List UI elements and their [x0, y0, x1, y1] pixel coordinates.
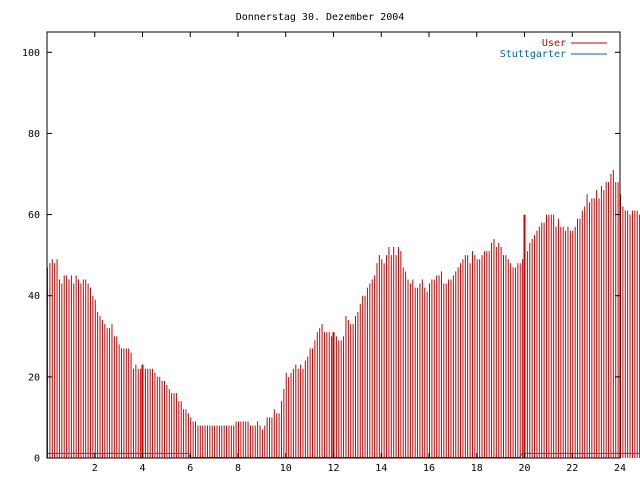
y-tick-label: 60 — [28, 210, 40, 221]
x-tick-label: 4 — [139, 463, 145, 474]
x-axis: 2 4 6 8 10 12 14 16 18 20 22 24 — [92, 32, 626, 474]
x-tick-label: 18 — [471, 463, 483, 474]
x-tick-label: 24 — [614, 463, 626, 474]
y-axis: 0 20 40 60 80 100 — [22, 48, 620, 465]
y-tick-label: 100 — [22, 48, 40, 59]
y-tick-label: 40 — [28, 291, 40, 302]
markers — [141, 214, 526, 458]
x-tick-label: 12 — [327, 463, 339, 474]
y-tick-label: 80 — [28, 129, 40, 140]
x-tick-label: 16 — [423, 463, 435, 474]
y-tick-label: 20 — [28, 372, 40, 383]
legend-label-stuttgarter: Stuttgarter — [500, 49, 566, 60]
user-bars — [47, 169, 640, 458]
x-tick-label: 10 — [280, 463, 292, 474]
y-tick-label: 0 — [34, 454, 40, 465]
x-tick-label: 8 — [235, 463, 241, 474]
x-tick-label: 6 — [187, 463, 193, 474]
x-tick-label: 20 — [518, 463, 530, 474]
legend: User Stuttgarter — [500, 38, 607, 60]
x-tick-label: 2 — [92, 463, 98, 474]
legend-label-user: User — [542, 38, 566, 49]
x-tick-label: 14 — [375, 463, 387, 474]
x-tick-label: 22 — [566, 463, 578, 474]
chart-title: Donnerstag 30. Dezember 2004 — [236, 12, 405, 23]
